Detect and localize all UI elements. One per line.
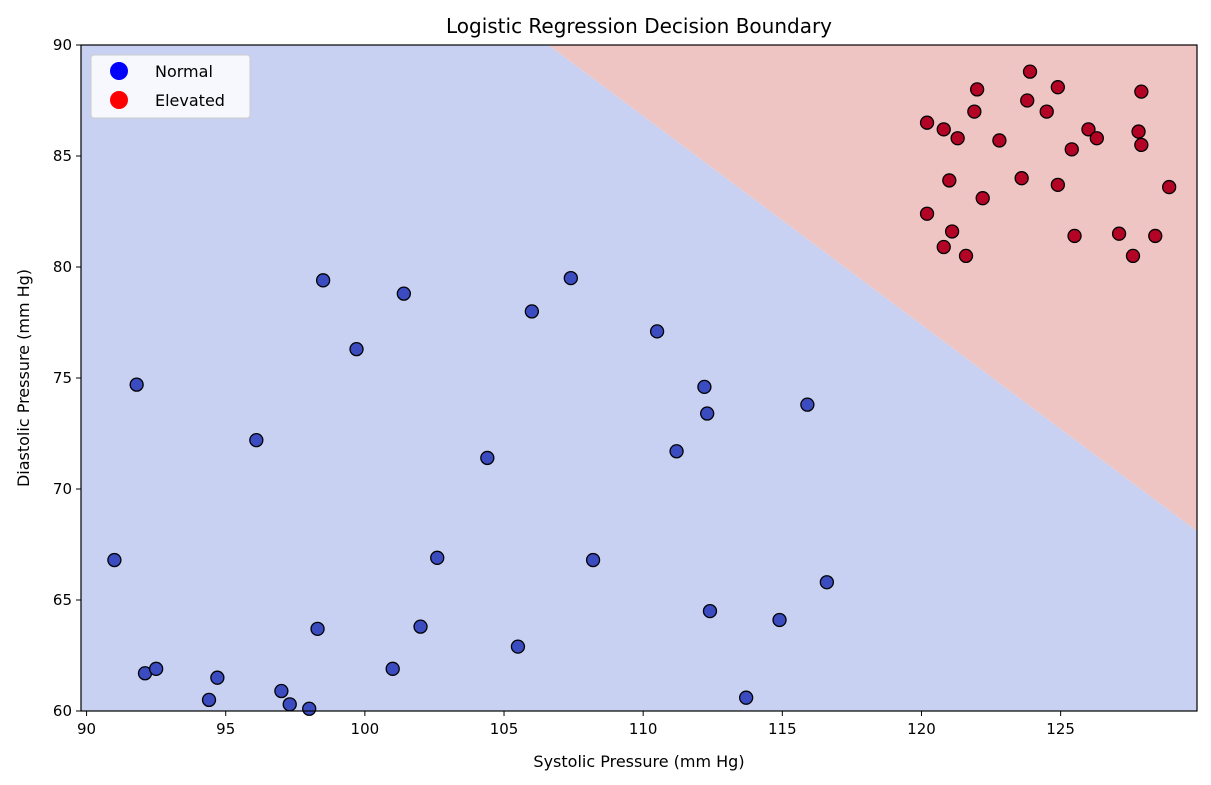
normal-point (772, 612, 787, 628)
x-tick-label: 105 (490, 720, 519, 738)
elevated-point (1050, 177, 1065, 193)
normal-point (738, 690, 754, 705)
x-tick-label: 100 (351, 720, 380, 738)
elevated-point (1162, 179, 1177, 195)
normal-point (413, 619, 428, 634)
normal-point (201, 692, 217, 708)
legend-label-elevated: Elevated (155, 91, 225, 110)
data-points (107, 64, 1177, 716)
plot-area (80, 44, 1198, 716)
elevated-region (548, 45, 1197, 532)
elevated-point (1014, 171, 1029, 186)
elevated-point (1039, 104, 1054, 119)
x-axis-label: Systolic Pressure (mm Hg) (533, 752, 744, 771)
y-tick-label: 80 (53, 258, 72, 276)
normal-point (107, 552, 122, 568)
normal-point (800, 397, 815, 412)
legend-label-normal: Normal (155, 62, 213, 81)
x-tick-label: 95 (216, 720, 235, 738)
normal-point (249, 433, 264, 448)
normal-point (700, 406, 715, 421)
normal-point (129, 377, 144, 392)
y-tick-label: 65 (53, 591, 72, 609)
elevated-point (919, 115, 935, 130)
normal-point (349, 341, 364, 357)
elevated-point (944, 224, 960, 239)
normal-point (385, 661, 400, 676)
elevated-point (969, 82, 985, 97)
normal-point (819, 575, 835, 590)
y-axis-label: Diastolic Pressure (mm Hg) (14, 269, 33, 487)
normal-point (302, 701, 317, 716)
legend-box (90, 54, 251, 119)
x-tick-label: 110 (629, 720, 658, 738)
y-tick-label: 60 (53, 702, 72, 720)
y-tick-label: 75 (53, 369, 72, 387)
normal-point (430, 550, 445, 565)
elevated-point (1148, 228, 1163, 244)
y-tick-label: 70 (53, 480, 72, 498)
elevated-point (1067, 228, 1082, 244)
normal-point (510, 639, 526, 654)
normal-point (480, 450, 495, 466)
elevated-point (1064, 142, 1079, 157)
normal-point (702, 603, 718, 619)
x-tick-label: 120 (907, 720, 936, 738)
normal-point (310, 621, 325, 637)
elevated-point (1125, 248, 1141, 264)
legend: Normal Elevated (90, 54, 251, 119)
elevated-point (958, 248, 974, 264)
x-axis: 90 95 100 105 110 115 120 125 (77, 711, 1075, 738)
normal-point (274, 683, 289, 699)
elevated-point (942, 173, 957, 188)
elevated-point (936, 122, 951, 137)
normal-region (81, 45, 1197, 711)
legend-marker-normal (110, 62, 128, 80)
elevated-point (967, 104, 982, 119)
elevated-point (1134, 84, 1149, 99)
normal-point (210, 670, 225, 685)
x-tick-label: 125 (1046, 720, 1075, 738)
y-tick-label: 85 (53, 147, 72, 165)
elevated-point (1111, 226, 1127, 241)
elevated-point (919, 206, 935, 221)
elevated-point (1089, 131, 1104, 146)
y-axis: 60 65 70 75 80 85 90 (53, 36, 81, 720)
normal-point (148, 661, 164, 676)
normal-point (585, 552, 601, 568)
elevated-point (1134, 137, 1149, 153)
elevated-point (1020, 93, 1035, 108)
normal-point (315, 273, 331, 288)
normal-point (669, 444, 684, 459)
chart-title: Logistic Regression Decision Boundary (446, 14, 832, 38)
elevated-point (1131, 124, 1146, 139)
y-tick-label: 90 (53, 36, 72, 54)
x-tick-label: 90 (77, 720, 96, 738)
elevated-point (1022, 64, 1038, 79)
elevated-point (992, 133, 1007, 148)
normal-point (697, 379, 712, 395)
elevated-point (1050, 80, 1065, 95)
normal-point (524, 304, 540, 319)
normal-point (282, 697, 297, 712)
x-tick-label: 115 (768, 720, 797, 738)
elevated-point (950, 131, 965, 146)
normal-point (563, 270, 578, 286)
normal-point (396, 286, 411, 301)
elevated-point (1081, 122, 1096, 137)
normal-point (649, 324, 665, 339)
elevated-point (975, 191, 990, 206)
legend-marker-elevated (110, 91, 128, 109)
elevated-point (936, 239, 951, 255)
